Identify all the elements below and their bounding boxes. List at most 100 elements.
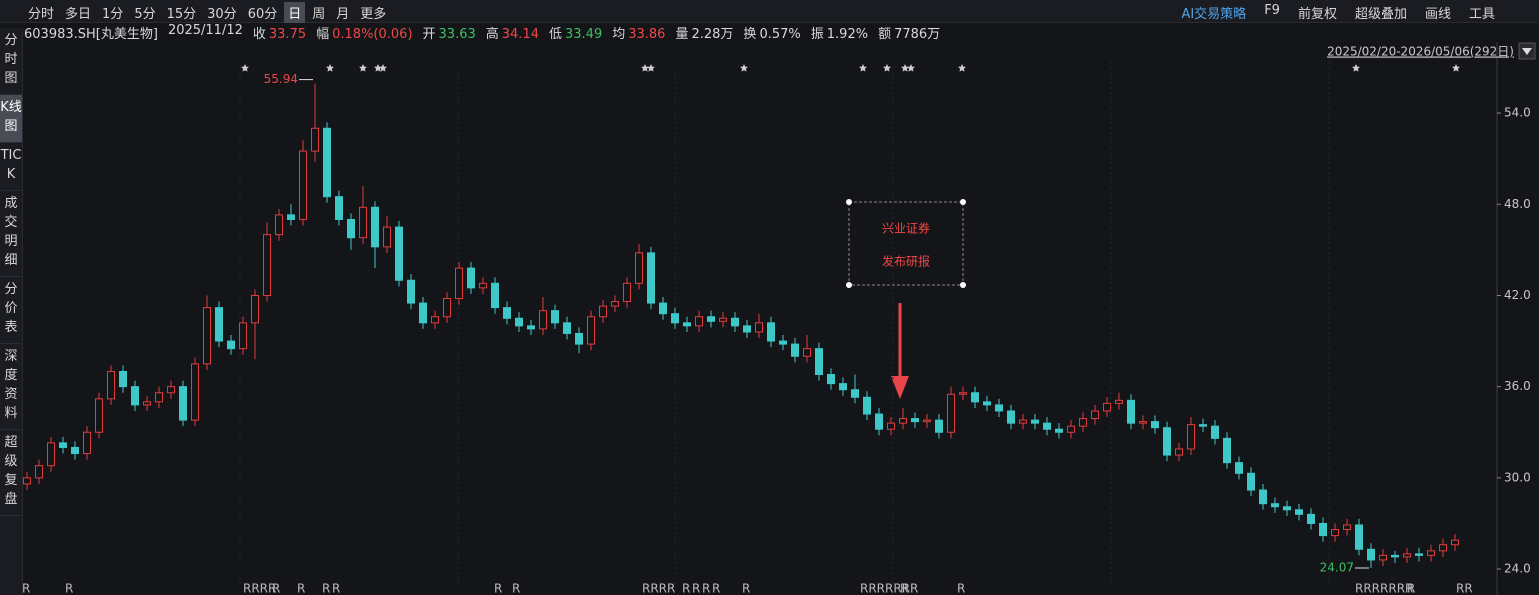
field-value: 33.86 bbox=[628, 27, 666, 42]
period-button[interactable]: 周 bbox=[312, 7, 326, 22]
tool-button[interactable]: 前复权 bbox=[1297, 7, 1337, 22]
field-value: 33.63 bbox=[438, 27, 476, 42]
candle-body bbox=[479, 282, 487, 289]
candle-body bbox=[1151, 421, 1159, 429]
side-tab[interactable]: 成交明细 bbox=[0, 191, 22, 277]
candle-body bbox=[551, 310, 559, 324]
candle-body bbox=[1295, 509, 1303, 515]
period-button[interactable]: 日 bbox=[284, 2, 306, 23]
r-marker: R bbox=[512, 582, 520, 595]
date-range: 2025/02/20-2026/05/06(292日) bbox=[1327, 45, 1514, 59]
r-marker: R bbox=[957, 582, 965, 595]
field-label: 换 bbox=[743, 27, 757, 42]
candle-body bbox=[287, 214, 295, 220]
period-button[interactable]: 多日 bbox=[65, 7, 92, 22]
stock-code: 603983.SH[丸美生物] bbox=[24, 27, 158, 42]
tool-button[interactable]: 画线 bbox=[1424, 7, 1451, 22]
quote-date: 2025/11/12 bbox=[167, 23, 243, 38]
event-star bbox=[379, 64, 387, 72]
r-marker: RRRR bbox=[642, 582, 675, 595]
y-tick-label: 30.0 bbox=[1504, 470, 1531, 484]
r-marker: R bbox=[682, 582, 690, 595]
side-tab[interactable]: K线图 bbox=[0, 95, 22, 143]
side-tab[interactable]: 深度资料 bbox=[0, 344, 22, 430]
candle-body bbox=[1451, 539, 1459, 546]
period-button[interactable]: 分时 bbox=[28, 7, 55, 22]
annotation-box[interactable] bbox=[848, 201, 964, 286]
candle-body bbox=[539, 310, 547, 330]
field-value: 33.75 bbox=[268, 27, 307, 42]
candle-body bbox=[623, 282, 631, 303]
candle-body bbox=[1031, 419, 1039, 424]
candle-body bbox=[167, 386, 175, 394]
r-marker: RRRRRRR bbox=[1355, 582, 1413, 595]
tool-button[interactable]: F9 bbox=[1264, 3, 1280, 18]
candle-body bbox=[971, 392, 979, 403]
field-label: 开 bbox=[422, 27, 436, 42]
candle-body bbox=[443, 298, 451, 318]
quote-field: 收 33.75 bbox=[252, 23, 307, 42]
candle-body bbox=[1355, 524, 1363, 550]
candle-body bbox=[527, 325, 535, 330]
event-star bbox=[647, 64, 655, 72]
event-star bbox=[883, 64, 891, 72]
period-button[interactable]: 30分 bbox=[207, 7, 237, 22]
annotation-text: 发布研报 bbox=[882, 254, 930, 269]
r-marker: R bbox=[900, 582, 908, 595]
candle-body bbox=[779, 340, 787, 345]
candle-body bbox=[599, 305, 607, 318]
candle-body bbox=[911, 418, 919, 423]
field-value: 0.18%(0.06) bbox=[332, 27, 413, 42]
r-marker: RRRRRRR bbox=[860, 582, 918, 595]
candle-body bbox=[791, 343, 799, 357]
r-marker: R bbox=[494, 582, 502, 595]
annotation-handles bbox=[846, 199, 966, 288]
candle-body bbox=[1055, 428, 1063, 433]
candle-body bbox=[1379, 554, 1387, 561]
candle-body bbox=[299, 150, 307, 220]
side-tab[interactable]: 超级复盘 bbox=[0, 430, 22, 516]
side-tab[interactable]: 分时图 bbox=[0, 28, 22, 95]
period-button[interactable]: 60分 bbox=[247, 7, 278, 22]
event-star bbox=[374, 64, 382, 72]
candle-body bbox=[59, 442, 67, 448]
period-button[interactable]: 5分 bbox=[134, 7, 156, 22]
candle-body bbox=[1415, 553, 1423, 556]
r-marker: R bbox=[692, 582, 700, 595]
candle-body bbox=[83, 431, 91, 455]
high-label: 55.94 bbox=[264, 72, 298, 86]
r-marker: R bbox=[1407, 582, 1415, 595]
candle-body bbox=[587, 316, 595, 345]
candle-body bbox=[1223, 437, 1231, 464]
candle-body bbox=[995, 404, 1003, 412]
field-label: 收 bbox=[252, 27, 266, 42]
period-bar: 分时 多日 1分 5分 15分 30分 60分日周月更多 bbox=[24, 2, 390, 23]
dropdown-icon bbox=[1522, 48, 1532, 55]
event-star bbox=[359, 64, 367, 72]
period-button[interactable]: 15分 bbox=[166, 7, 197, 22]
period-button[interactable]: 更多 bbox=[360, 7, 387, 22]
field-value: 34.14 bbox=[501, 27, 539, 42]
candle-body bbox=[227, 340, 235, 350]
tool-button[interactable]: 超级叠加 bbox=[1354, 7, 1407, 22]
candle-body bbox=[1091, 410, 1099, 420]
side-tab[interactable]: 分价表 bbox=[0, 277, 22, 344]
candle-body bbox=[251, 294, 259, 324]
side-tab[interactable]: TICK bbox=[0, 143, 22, 191]
tool-button[interactable]: AI交易策略 bbox=[1181, 7, 1247, 22]
event-star bbox=[326, 64, 334, 72]
field-label: 高 bbox=[485, 27, 499, 42]
candle-body bbox=[719, 317, 727, 322]
candle-body bbox=[683, 322, 691, 327]
candle-body bbox=[323, 127, 331, 198]
candle-body bbox=[755, 322, 763, 333]
candle-body bbox=[431, 316, 439, 324]
y-tick-label: 36.0 bbox=[1504, 379, 1531, 393]
candle-body bbox=[23, 477, 31, 485]
annotation-arrowhead bbox=[891, 376, 909, 399]
r-marker: R bbox=[65, 582, 73, 595]
tool-button[interactable]: 工具 bbox=[1468, 7, 1495, 22]
quote-field: 开 33.63 bbox=[422, 23, 476, 42]
period-button[interactable]: 月 bbox=[336, 7, 350, 22]
period-button[interactable]: 1分 bbox=[102, 7, 124, 22]
